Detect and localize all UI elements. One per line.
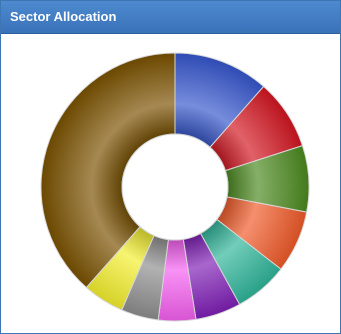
sector-allocation-donut-chart xyxy=(40,52,310,322)
donut-hole xyxy=(121,133,229,241)
panel-header: Sector Allocation xyxy=(1,1,340,34)
chart-area xyxy=(1,34,340,333)
panel-title: Sector Allocation xyxy=(10,9,117,24)
